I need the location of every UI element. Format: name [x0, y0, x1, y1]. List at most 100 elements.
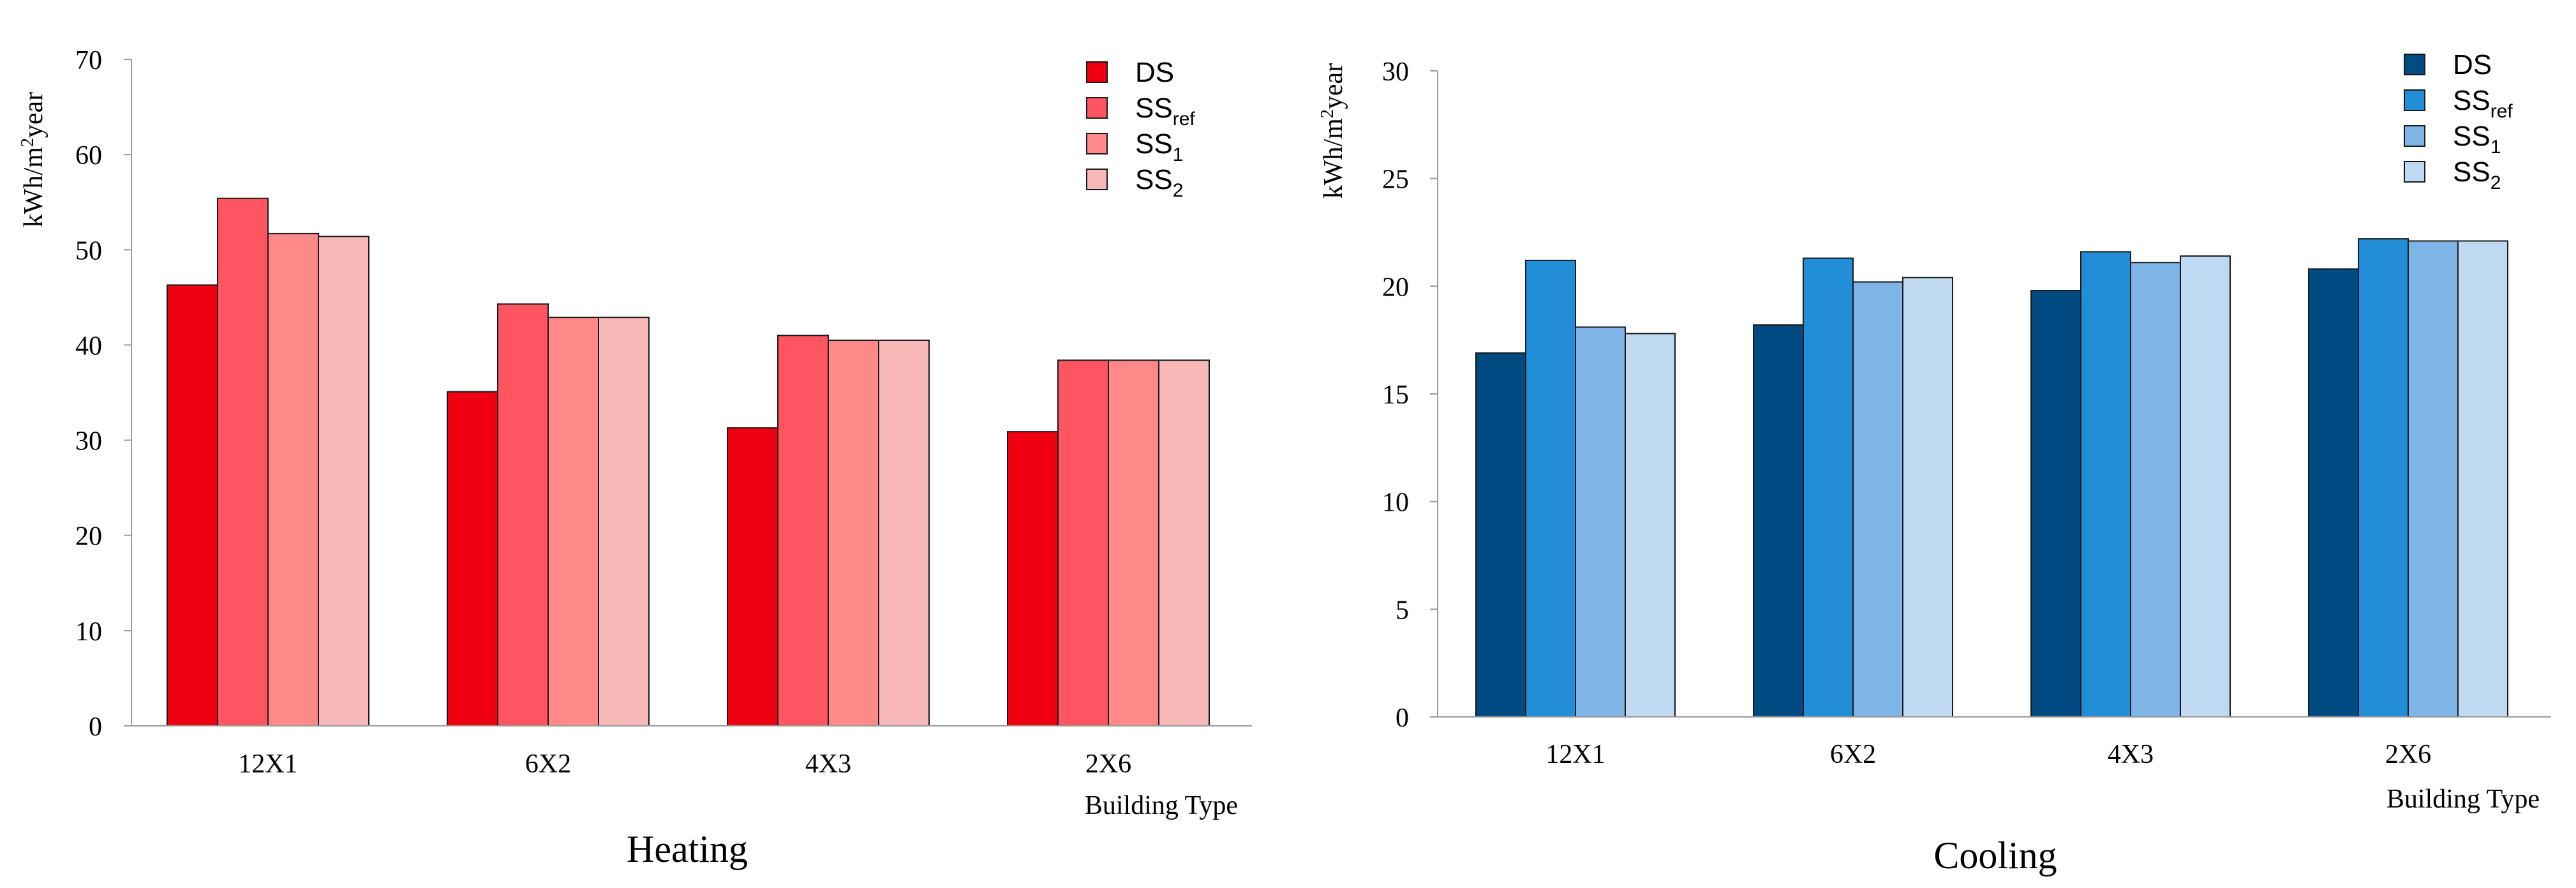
y-axis-label-superscript: 2 — [1318, 109, 1337, 118]
x-axis-label: Building Type — [1085, 791, 1238, 820]
y-axis-label: kWh/m2year — [1318, 63, 1348, 199]
legend-swatch — [1086, 97, 1108, 119]
chart-title: Heating — [627, 828, 748, 870]
legend-label-name: DS — [2453, 49, 2492, 80]
legend-label-name: SS — [2453, 85, 2490, 116]
y-tick-label: 20 — [75, 522, 102, 552]
legend-label: DS — [1135, 57, 1174, 88]
y-tick-label: 0 — [1396, 704, 1409, 733]
y-tick-label: 20 — [1382, 273, 1409, 302]
y-tick-label: 60 — [75, 141, 102, 170]
legend-label: SS2 — [1135, 164, 1183, 201]
legend-label-name: SS — [2453, 156, 2490, 188]
y-axis-label-superscript: 2 — [18, 138, 38, 147]
bar-heating-4x3-series-0 — [727, 427, 778, 726]
bar-cooling-4x3-series-3 — [2180, 255, 2231, 718]
y-tick-label: 10 — [75, 617, 102, 647]
legend-label-name: SS — [1135, 164, 1173, 195]
bar-cooling-2x6-series-1 — [2358, 238, 2409, 718]
bar-heating-12x1-series-3 — [318, 236, 369, 726]
y-tick-label: 70 — [75, 46, 102, 75]
legend-label-subscript: ref — [1173, 109, 1196, 130]
bar-cooling-6x2-series-3 — [1902, 276, 1953, 718]
category-label: 2X6 — [1085, 749, 1131, 779]
legend-label: SSref — [1135, 93, 1195, 130]
bar-cooling-12x1-series-2 — [1575, 326, 1626, 718]
y-tick-label: 0 — [89, 712, 102, 742]
legend-swatch — [2404, 54, 2425, 75]
legend-swatch — [2404, 161, 2425, 183]
bar-cooling-2x6-series-3 — [2457, 240, 2508, 718]
y-tick-label: 50 — [75, 236, 102, 266]
legend-swatch — [1086, 61, 1108, 83]
bar-heating-6x2-series-3 — [598, 317, 650, 727]
bar-heating-12x1-series-1 — [217, 197, 269, 726]
legend-swatch — [2404, 89, 2425, 111]
legend-label: SSref — [2453, 85, 2513, 122]
category-label: 4X3 — [805, 749, 851, 779]
y-tick-label: 15 — [1382, 380, 1409, 410]
y-tick-label: 40 — [75, 331, 102, 361]
y-axis-label-unit: kWh/m — [19, 147, 48, 227]
legend-label-subscript: ref — [2490, 101, 2513, 122]
category-label: 12X1 — [238, 749, 297, 779]
legend-label: SS1 — [2453, 121, 2501, 158]
bar-heating-4x3-series-3 — [878, 339, 930, 726]
legend-label-name: SS — [1135, 93, 1173, 124]
bar-heating-4x3-series-1 — [777, 335, 829, 726]
legend-label-name: SS — [1135, 128, 1173, 160]
bar-heating-6x2-series-2 — [547, 317, 599, 727]
bar-heating-2x6-series-3 — [1158, 359, 1210, 726]
y-tick-label: 30 — [1382, 57, 1409, 87]
bar-cooling-12x1-series-1 — [1525, 259, 1576, 718]
bar-cooling-6x2-series-2 — [1852, 281, 1903, 718]
bar-cooling-2x6-series-0 — [2308, 268, 2359, 718]
bar-cooling-4x3-series-2 — [2130, 262, 2181, 718]
y-axis-label-suffix: year — [1319, 63, 1348, 109]
bar-cooling-12x1-series-3 — [1625, 333, 1676, 718]
category-label: 6X2 — [525, 749, 571, 779]
bar-heating-2x6-series-0 — [1007, 431, 1059, 726]
legend-swatch — [2404, 125, 2425, 147]
legend-label-subscript: 1 — [1173, 144, 1184, 165]
legend-label-name: SS — [2453, 121, 2490, 152]
bar-cooling-12x1-series-0 — [1475, 352, 1526, 718]
bar-heating-2x6-series-1 — [1057, 359, 1109, 726]
legend-label: SS1 — [1135, 128, 1183, 165]
bar-heating-6x2-series-0 — [447, 391, 498, 726]
category-label: 4X3 — [2108, 740, 2154, 769]
bar-heating-12x1-series-0 — [167, 284, 218, 726]
legend-label-subscript: 2 — [2490, 172, 2501, 193]
chart-title: Cooling — [1933, 834, 2057, 877]
y-tick-label: 5 — [1396, 596, 1409, 625]
bar-cooling-4x3-series-0 — [2030, 290, 2081, 718]
category-label: 12X1 — [1545, 740, 1605, 769]
bar-heating-4x3-series-2 — [828, 339, 879, 726]
bar-cooling-6x2-series-0 — [1753, 324, 1804, 718]
legend-label: SS2 — [2453, 156, 2501, 193]
y-axis-label-suffix: year — [19, 92, 48, 138]
category-label: 6X2 — [1830, 740, 1876, 769]
bar-cooling-2x6-series-2 — [2408, 240, 2459, 718]
bar-heating-2x6-series-2 — [1108, 359, 1159, 726]
legend-label-subscript: 1 — [2490, 137, 2501, 158]
category-label: 2X6 — [2385, 740, 2431, 769]
y-axis-label-unit: kWh/m — [1319, 118, 1348, 199]
legend-label-name: DS — [1135, 57, 1174, 88]
y-tick-label: 25 — [1382, 165, 1409, 195]
legend-swatch — [1086, 133, 1108, 154]
x-axis-label: Building Type — [2386, 785, 2540, 814]
legend-swatch — [1086, 169, 1108, 190]
bar-heating-12x1-series-2 — [267, 232, 319, 726]
bar-heating-6x2-series-1 — [497, 303, 549, 727]
heating-chart: 0 10 20 30 40 50 60 70 12X1 6X2 4X3 2X6 kWh/m2year Bu… — [18, 46, 1252, 870]
bar-cooling-6x2-series-1 — [1803, 257, 1854, 718]
legend-label: DS — [2453, 49, 2492, 80]
y-tick-label: 30 — [75, 427, 102, 456]
y-axis-label: kWh/m2year — [18, 92, 48, 227]
bar-cooling-4x3-series-1 — [2080, 251, 2131, 718]
